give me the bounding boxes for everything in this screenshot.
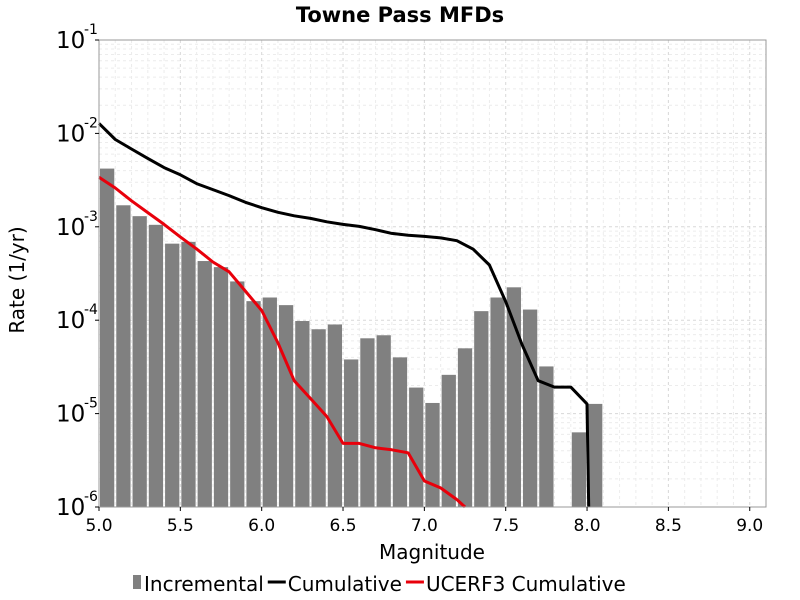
y-tick-label-exponent: -1 — [84, 22, 98, 38]
x-tick-label: 5.5 — [167, 516, 194, 536]
x-tick-label: 6.5 — [330, 516, 357, 536]
x-tick-label: 7.5 — [492, 516, 519, 536]
y-tick-label-exponent: -5 — [84, 396, 98, 412]
legend: Incremental Cumulative UCERF3 Cumulative — [133, 572, 626, 596]
chart-title: Towne Pass MFDs — [296, 3, 504, 27]
incremental-bar — [311, 329, 326, 507]
legend-label-ucerf3-cumulative: UCERF3 Cumulative — [426, 572, 626, 596]
x-tick-label: 8.5 — [655, 516, 682, 536]
incremental-bar — [148, 224, 164, 507]
incremental-bar — [539, 366, 554, 507]
y-tick-label-exponent: -6 — [84, 489, 98, 505]
incremental-bar — [376, 335, 391, 507]
incremental-bar — [344, 359, 359, 507]
incremental-bar — [197, 261, 212, 507]
incremental-bar — [295, 321, 310, 507]
incremental-bar — [490, 297, 505, 507]
incremental-bar — [132, 216, 147, 507]
incremental-bar — [425, 402, 440, 507]
incremental-bar — [588, 403, 603, 507]
incremental-bar — [213, 267, 229, 507]
incremental-bar — [278, 305, 294, 507]
ucerf3-cumulative-line — [98, 175, 467, 509]
x-axis-ticks: 5.0 5.5 6.0 6.5 7.0 7.5 8.0 8.5 9.0 — [85, 507, 763, 536]
incremental-bar — [116, 205, 131, 508]
legend-label-cumulative: Cumulative — [288, 572, 402, 596]
y-tick-label-base: 10 — [56, 215, 85, 241]
incremental-bar — [246, 301, 261, 507]
legend-label-incremental: Incremental — [144, 572, 264, 596]
incremental-bar — [457, 348, 473, 507]
incremental-bar — [327, 324, 343, 507]
y-tick-label-exponent: -4 — [84, 302, 98, 318]
incremental-bars — [100, 168, 603, 508]
incremental-bar — [474, 311, 489, 507]
incremental-bar — [409, 387, 424, 507]
x-tick-label: 5.0 — [85, 516, 112, 536]
incremental-bar — [506, 287, 521, 507]
y-axis-label: Rate (1/yr) — [5, 226, 29, 333]
cumulative-line — [97, 122, 591, 508]
incremental-bar — [360, 338, 375, 507]
legend-swatch-incremental — [133, 575, 141, 589]
incremental-bar — [441, 374, 456, 507]
incremental-bar — [230, 281, 245, 507]
x-tick-label: 7.0 — [411, 516, 438, 536]
incremental-bar — [571, 432, 587, 507]
x-tick-label: 8.0 — [574, 516, 601, 536]
y-tick-label-base: 10 — [56, 402, 85, 428]
y-tick-label-base: 10 — [56, 495, 85, 521]
x-tick-label: 9.0 — [736, 516, 763, 536]
y-axis-ticks: 10-110-210-310-410-510-6 — [56, 22, 99, 521]
y-tick-label-exponent: -2 — [84, 115, 98, 131]
incremental-bar — [181, 241, 196, 507]
incremental-bar — [165, 243, 180, 507]
x-tick-label: 6.0 — [248, 516, 275, 536]
y-tick-label-base: 10 — [56, 28, 85, 54]
y-tick-label-base: 10 — [56, 308, 85, 334]
plot-frame — [98, 39, 767, 508]
cumulative-lines — [97, 122, 591, 509]
x-axis-label: Magnitude — [379, 540, 485, 564]
incremental-bar — [522, 309, 538, 507]
incremental-bar — [100, 168, 115, 508]
y-tick-label-exponent: -3 — [84, 209, 98, 225]
incremental-bar — [392, 357, 408, 507]
incremental-bar — [262, 297, 277, 507]
y-tick-label-base: 10 — [56, 121, 85, 147]
